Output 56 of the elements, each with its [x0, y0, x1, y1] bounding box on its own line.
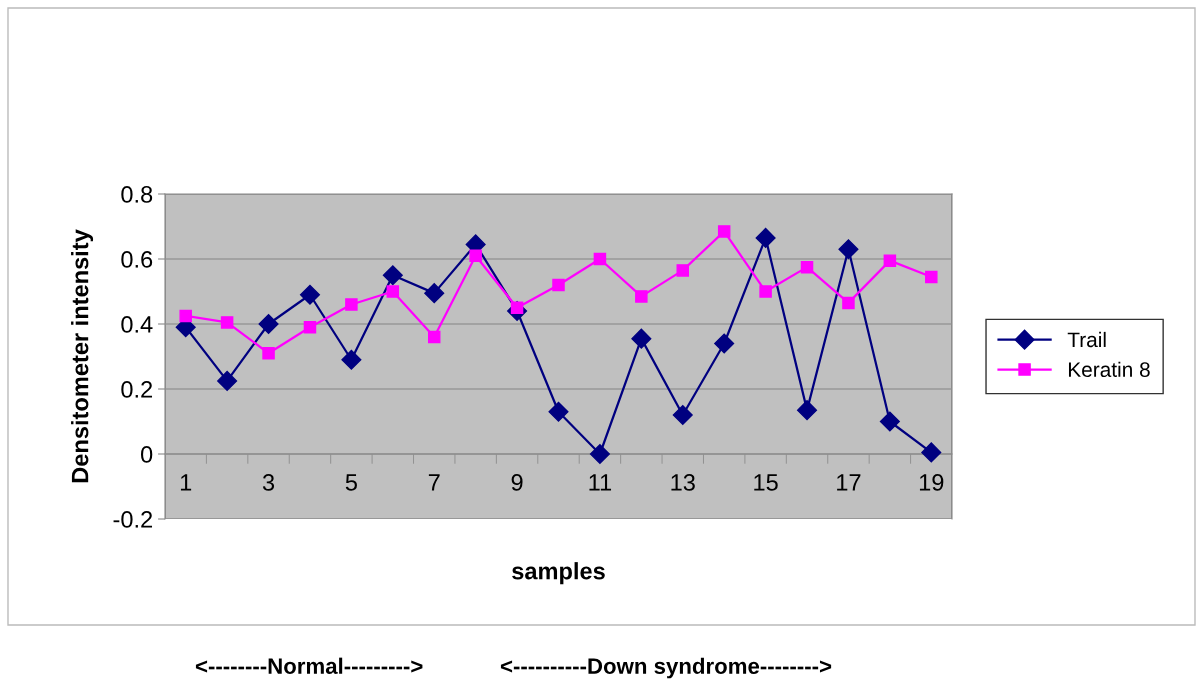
point — [424, 283, 445, 304]
point — [220, 316, 234, 329]
x-tick-label: 5 — [345, 474, 357, 491]
x-tick-label: 13 — [671, 474, 695, 491]
y-axis-title: Densitometer intensity — [71, 229, 94, 483]
point — [883, 254, 897, 267]
x-tick-label: 9 — [511, 474, 523, 491]
y-tick-label: -0.2 — [113, 511, 153, 528]
text: <--------Normal---------> — [195, 657, 423, 674]
point — [217, 370, 238, 391]
point — [797, 400, 818, 421]
point — [258, 313, 279, 335]
point — [589, 443, 610, 465]
point — [262, 346, 275, 360]
point — [593, 252, 607, 266]
point — [635, 290, 648, 303]
legend-label: Trail — [1067, 331, 1106, 348]
point — [386, 285, 400, 298]
x-tick-label: 7 — [428, 474, 440, 491]
point — [631, 328, 652, 349]
point — [548, 401, 569, 422]
y-tick-label: 0.6 — [121, 251, 153, 268]
point — [842, 296, 855, 310]
point — [469, 249, 482, 263]
point — [341, 349, 362, 370]
point — [879, 411, 900, 432]
point — [299, 284, 320, 305]
point — [921, 442, 942, 463]
x-axis-title: samples — [512, 562, 605, 585]
legend-label: Keratin 8 — [1068, 361, 1150, 378]
point — [714, 333, 735, 354]
text: <----------Down syndrome--------> — [500, 657, 832, 679]
point — [179, 309, 192, 323]
point — [427, 330, 441, 344]
point — [838, 239, 859, 260]
point — [382, 265, 403, 286]
point — [755, 227, 776, 248]
point — [345, 298, 358, 311]
x-tick-label: 11 — [589, 474, 612, 491]
point — [925, 270, 938, 284]
point — [303, 320, 317, 334]
x-tick-label: 3 — [262, 474, 275, 491]
x-tick-label: 17 — [837, 474, 861, 491]
point — [800, 260, 814, 274]
x-tick-label: 19 — [919, 474, 944, 491]
x-tick-label: 15 — [754, 474, 778, 491]
y-tick-label: 0 — [140, 446, 153, 463]
x-tick-label: 1 — [180, 474, 192, 491]
y-tick-label: 0.8 — [121, 186, 153, 203]
point — [759, 285, 772, 298]
y-tick-label: 0.2 — [121, 381, 153, 398]
y-tick-label: 0.4 — [121, 316, 153, 333]
point — [552, 278, 565, 292]
point — [717, 225, 731, 238]
point — [672, 404, 693, 426]
point — [676, 264, 690, 277]
